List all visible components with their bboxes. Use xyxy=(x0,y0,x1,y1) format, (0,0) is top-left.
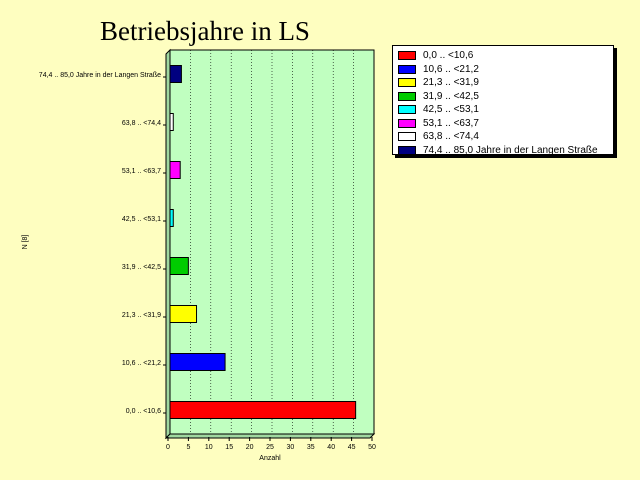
legend-swatch xyxy=(398,51,416,61)
legend-swatch xyxy=(398,64,416,74)
y-tick-label: 63,8 .. <74,4 xyxy=(122,120,161,127)
bar xyxy=(169,305,198,323)
x-tick-label: 15 xyxy=(225,444,233,451)
legend-item: 10,6 .. <21,2 xyxy=(398,63,613,77)
legend-swatch xyxy=(398,78,416,88)
legend-item: 31,9 .. <42,5 xyxy=(398,90,613,104)
x-tick-label: 20 xyxy=(246,444,254,451)
x-tick-label: 30 xyxy=(287,444,295,451)
legend-item: 0,0 .. <10,6 xyxy=(398,49,613,63)
y-tick-label: 0,0 .. <10,6 xyxy=(126,408,161,415)
x-tick-label: 45 xyxy=(348,444,356,451)
legend-label: 63,8 .. <74,4 xyxy=(423,131,479,143)
bar xyxy=(169,161,181,179)
x-tick-label: 5 xyxy=(186,444,190,451)
y-tick-label: 42,5 .. <53,1 xyxy=(122,216,161,223)
x-tick-label: 35 xyxy=(307,444,315,451)
legend-label: 10,6 .. <21,2 xyxy=(423,63,479,75)
x-tick-label: 0 xyxy=(166,444,170,451)
legend-label: 21,3 .. <31,9 xyxy=(423,77,479,89)
legend-label: 53,1 .. <63,7 xyxy=(423,117,479,129)
legend-swatch xyxy=(398,145,416,155)
bar xyxy=(169,353,226,371)
legend-item: 53,1 .. <63,7 xyxy=(398,117,613,131)
bar xyxy=(169,209,174,227)
y-tick-label: 21,3 .. <31,9 xyxy=(122,312,161,319)
y-axis-label: N [8] xyxy=(22,235,29,250)
legend-label: 31,9 .. <42,5 xyxy=(423,90,479,102)
legend-label: 0,0 .. <10,6 xyxy=(423,50,474,62)
y-tick-label: 31,9 .. <42,5 xyxy=(122,264,161,271)
bar xyxy=(169,65,182,83)
bar xyxy=(169,257,189,275)
x-axis-label: Anzahl xyxy=(259,455,281,462)
plot-side-wall xyxy=(165,48,171,440)
x-tick-label: 10 xyxy=(205,444,213,451)
legend-label: 42,5 .. <53,1 xyxy=(423,104,479,116)
bar xyxy=(169,113,174,131)
bar xyxy=(169,401,357,419)
chart-title: Betriebsjahre in LS xyxy=(100,16,310,46)
legend-swatch xyxy=(398,118,416,128)
legend-label: 74,4 .. 85,0 Jahre in der Langen Straße xyxy=(423,144,598,156)
y-tick-label: 53,1 .. <63,7 xyxy=(122,168,161,175)
legend-item: 74,4 .. 85,0 Jahre in der Langen Straße xyxy=(398,144,613,158)
x-tick-label: 50 xyxy=(368,444,376,451)
legend-item: 21,3 .. <31,9 xyxy=(398,76,613,90)
y-tick-label: 74,4 .. 85,0 Jahre in der Langen Straße xyxy=(39,72,161,79)
legend-swatch xyxy=(398,132,416,142)
x-tick-label: 40 xyxy=(327,444,335,451)
legend: 0,0 .. <10,6 10,6 .. <21,2 21,3 .. <31,9 31… xyxy=(392,45,614,158)
x-tick-label: 25 xyxy=(266,444,274,451)
legend-item: 63,8 .. <74,4 xyxy=(398,130,613,144)
legend-swatch xyxy=(398,105,416,115)
legend-swatch xyxy=(398,91,416,101)
y-tick-label: 10,6 .. <21,2 xyxy=(122,360,161,367)
legend-item: 42,5 .. <53,1 xyxy=(398,103,613,117)
